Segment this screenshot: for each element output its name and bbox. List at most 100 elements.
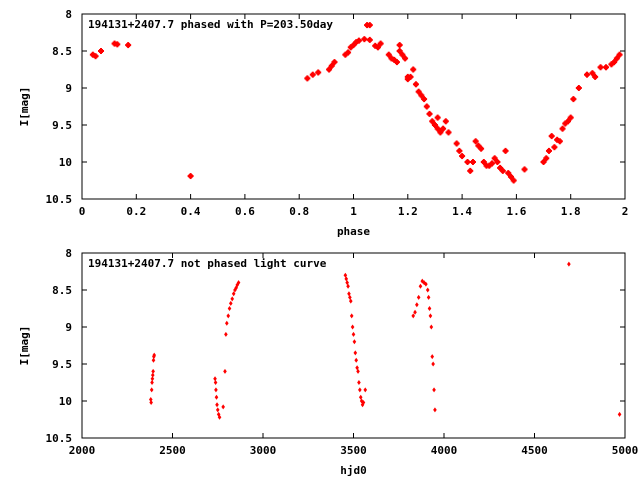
data-point	[426, 294, 431, 300]
data-point	[570, 96, 577, 103]
data-point	[348, 298, 353, 304]
data-point	[361, 399, 366, 405]
data-point	[562, 120, 569, 127]
y-axis-label: I[mag]	[18, 326, 31, 366]
data-point	[602, 64, 609, 71]
data-point	[353, 350, 358, 356]
data-point	[592, 73, 599, 80]
data-point	[437, 129, 444, 136]
data-point	[432, 387, 436, 393]
x-tick-label: 2000	[69, 444, 96, 457]
data-point	[434, 125, 441, 132]
data-point	[464, 159, 471, 165]
data-point	[353, 39, 360, 46]
data-point	[214, 387, 218, 393]
data-point	[358, 387, 362, 393]
data-point	[215, 407, 220, 413]
data-point	[616, 51, 623, 58]
data-point	[459, 153, 466, 160]
data-point	[236, 280, 241, 286]
data-point	[416, 294, 421, 300]
data-point	[505, 170, 512, 177]
data-point	[359, 398, 364, 404]
data-point	[469, 159, 476, 165]
data-point	[611, 59, 618, 66]
data-point	[554, 136, 561, 143]
data-point	[217, 414, 222, 420]
data-point	[214, 394, 219, 400]
data-point	[418, 283, 423, 289]
data-point	[502, 147, 509, 154]
data-point	[431, 122, 438, 128]
y-tick-label: 8.5	[52, 45, 72, 58]
data-point	[427, 306, 432, 311]
axis-ticks: 2000 2500 3000 3500 4000 4500 5000 8 8.5 9 9.5 10 10…	[46, 247, 639, 457]
x-axis-label: phase	[337, 225, 370, 238]
data-point	[92, 53, 99, 60]
data-point	[223, 368, 227, 374]
data-point	[213, 380, 218, 385]
data-point	[475, 142, 482, 149]
data-point	[347, 44, 354, 51]
data-point	[424, 281, 428, 287]
data-point	[358, 394, 363, 400]
data-point	[354, 357, 359, 363]
data-point	[309, 71, 316, 78]
chart-title: 194131+2407.7 not phased light curve	[88, 257, 327, 270]
data-point	[391, 56, 398, 63]
data-point	[393, 59, 400, 66]
y-tick-label: 10.5	[46, 432, 73, 445]
data-point	[413, 309, 417, 315]
data-point	[423, 103, 430, 110]
data-point	[422, 280, 426, 286]
data-point	[304, 75, 311, 82]
x-tick-label: 1.6	[506, 205, 526, 218]
data-point	[433, 407, 437, 413]
data-point	[564, 118, 571, 125]
y-tick-label: 10	[59, 156, 72, 169]
data-point	[355, 365, 359, 371]
data-point	[114, 41, 121, 48]
data-point	[89, 51, 96, 58]
data-point	[374, 44, 381, 51]
data-point	[415, 88, 422, 95]
data-point	[429, 324, 434, 330]
y-tick-label: 10.5	[46, 193, 73, 206]
data-point	[415, 302, 419, 308]
data-point	[221, 404, 225, 410]
data-point	[231, 291, 236, 297]
axis-ticks: 0 0.2 0.4 0.6 0.8 1 1.2 1.4 1.6 1.8 2 8 8.5 9 9.5 10 10.…	[46, 8, 629, 218]
data-point	[480, 159, 487, 165]
data-point	[357, 380, 361, 385]
phased-light-curve-chart: 0 0.2 0.4 0.6 0.8 1 1.2 1.4 1.6 1.8 2 8 8.5 9 9.5 10 10.…	[18, 8, 628, 238]
y-tick-label: 9.5	[52, 119, 72, 132]
data-point	[559, 125, 566, 132]
x-tick-label: 2500	[159, 444, 186, 457]
data-point	[372, 42, 379, 49]
data-point	[597, 64, 604, 71]
y-tick-label: 9.5	[52, 358, 72, 371]
data-point	[491, 155, 498, 162]
data-point	[151, 368, 155, 374]
data-point	[226, 313, 231, 319]
y-tick-label: 9	[65, 82, 72, 95]
data-point	[150, 372, 155, 378]
data-point	[396, 48, 403, 54]
data-point	[315, 69, 322, 76]
data-point	[355, 37, 362, 44]
data-point	[399, 51, 406, 58]
data-point	[507, 173, 514, 180]
data-point	[187, 173, 194, 180]
data-point	[551, 144, 558, 151]
data-point	[494, 159, 501, 165]
data-point	[151, 357, 156, 363]
data-point	[412, 81, 419, 88]
data-point	[453, 140, 460, 147]
data-point	[363, 387, 368, 393]
data-point	[361, 36, 368, 43]
data-point	[349, 313, 354, 319]
data-point	[548, 133, 555, 140]
data-points	[89, 22, 623, 184]
data-point	[456, 147, 463, 154]
